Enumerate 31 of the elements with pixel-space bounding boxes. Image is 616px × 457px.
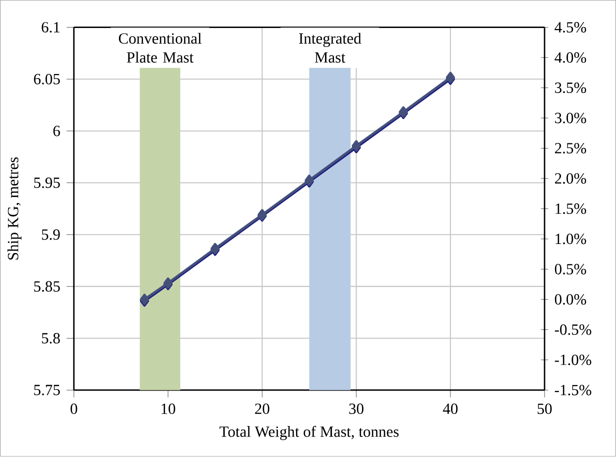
y2-tick-label: 4.0% (554, 52, 586, 63)
band-label: Integrated Mast (299, 33, 362, 63)
y-tick-label: 5.75 (34, 385, 60, 396)
y2-tick-label: 2.5% (554, 143, 586, 154)
y2-tick-label: 1.5% (556, 204, 586, 214)
x-tick-label: 50 (538, 404, 552, 414)
y-tick-label: 5.9 (42, 230, 60, 240)
x-tick-label: 40 (442, 404, 458, 414)
x-axis-title: Total Weight of Mast, tonnes (220, 426, 399, 440)
y-tick-label: 6.1 (42, 22, 60, 33)
y-tick-label: 5.95 (34, 178, 60, 188)
x-tick-label: 30 (349, 404, 364, 414)
y-tick-label: 6.05 (34, 74, 60, 85)
y2-tick-label: 3.5% (555, 82, 586, 94)
y-tick-label: 5.8 (42, 333, 60, 344)
y2-tick-label: 0.0% (554, 294, 586, 305)
y2-tick-label: 4.5% (554, 22, 586, 33)
x-tick-label: 0 (70, 404, 78, 414)
y2-tick-label: -1.5% (554, 385, 592, 396)
y-tick-label: 5.85 (34, 281, 60, 292)
y-tick-label: 6 (53, 126, 60, 136)
y2-tick-label: 2.0% (554, 173, 586, 184)
y2-tick-label: -0.5% (554, 324, 592, 336)
band-label: Conventional Plate Mast (118, 33, 202, 63)
y2-tick-label: -1.0% (554, 354, 592, 366)
y2-tick-label: 3.0% (555, 112, 586, 124)
x-tick-label: 20 (255, 404, 270, 414)
y-axis-title: Ship KG, metres (7, 158, 22, 260)
y2-tick-label: 1.0% (556, 234, 586, 244)
x-tick-label: 10 (162, 404, 176, 414)
y2-tick-label: 0.5% (554, 264, 586, 275)
